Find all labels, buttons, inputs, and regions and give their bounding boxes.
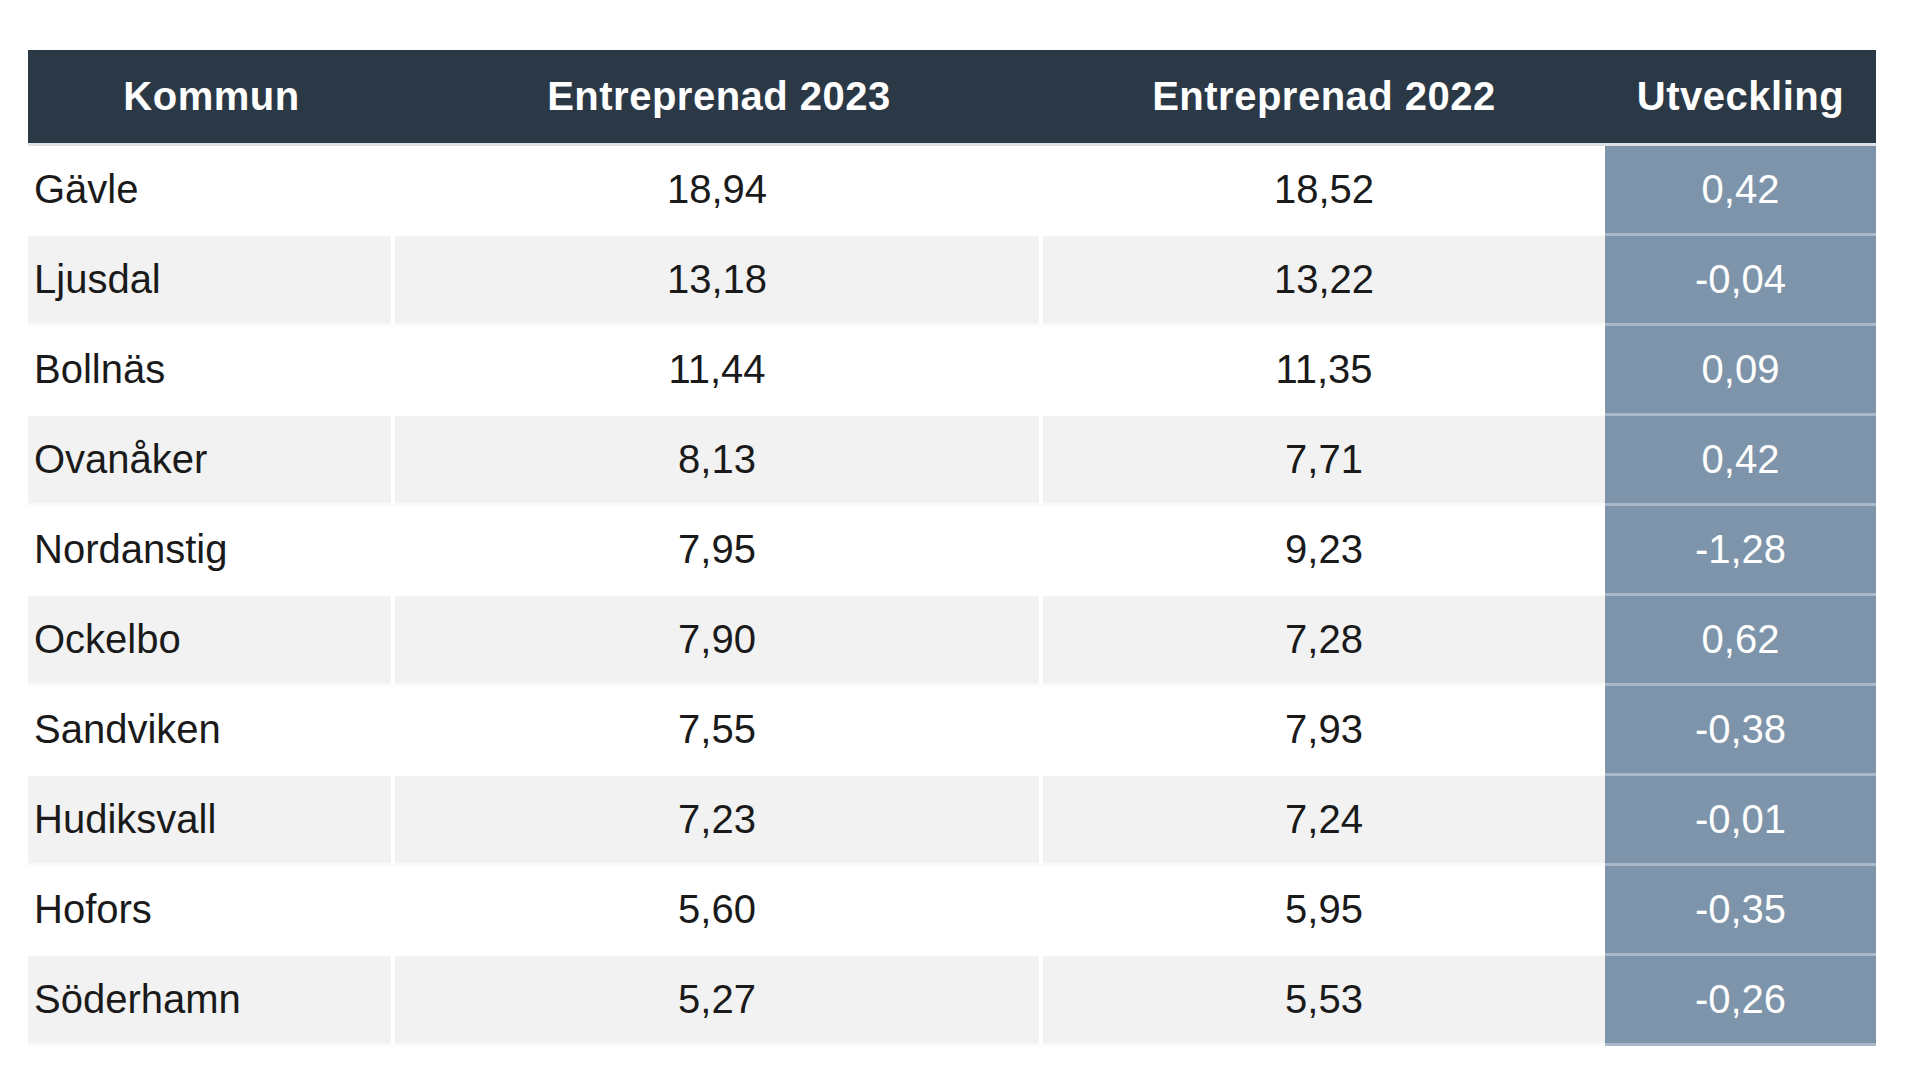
- entreprenad-2022-cell: 7,24: [1043, 776, 1605, 866]
- entreprenad-2022-cell: 18,52: [1043, 146, 1605, 236]
- kommun-cell: Hudiksvall: [28, 776, 395, 866]
- entreprenad-2022-cell: 9,23: [1043, 506, 1605, 596]
- table-row: Ljusdal 13,18 13,22 -0,04: [28, 236, 1876, 326]
- header-kommun: Kommun: [28, 50, 395, 146]
- utveckling-cell: 0,62: [1605, 596, 1876, 686]
- entreprenad-2023-cell: 18,94: [395, 146, 1043, 236]
- utveckling-cell: -0,35: [1605, 866, 1876, 956]
- entreprenad-2023-cell: 5,27: [395, 956, 1043, 1046]
- kommun-cell: Nordanstig: [28, 506, 395, 596]
- entreprenad-2022-cell: 5,95: [1043, 866, 1605, 956]
- table-row: Sandviken 7,55 7,93 -0,38: [28, 686, 1876, 776]
- table-row: Ovanåker 8,13 7,71 0,42: [28, 416, 1876, 506]
- kommun-cell: Bollnäs: [28, 326, 395, 416]
- entreprenad-2022-cell: 7,71: [1043, 416, 1605, 506]
- table-body: Gävle 18,94 18,52 0,42 Ljusdal 13,18 13,…: [28, 146, 1876, 1046]
- entreprenad-2023-cell: 8,13: [395, 416, 1043, 506]
- kommun-cell: Sandviken: [28, 686, 395, 776]
- kommun-table: Kommun Entreprenad 2023 Entreprenad 2022…: [28, 50, 1876, 1046]
- header-row: Kommun Entreprenad 2023 Entreprenad 2022…: [28, 50, 1876, 146]
- table-row: Bollnäs 11,44 11,35 0,09: [28, 326, 1876, 416]
- table-row: Gävle 18,94 18,52 0,42: [28, 146, 1876, 236]
- entreprenad-2023-cell: 11,44: [395, 326, 1043, 416]
- utveckling-cell: 0,42: [1605, 416, 1876, 506]
- table-row: Söderhamn 5,27 5,53 -0,26: [28, 956, 1876, 1046]
- utveckling-cell: -0,26: [1605, 956, 1876, 1046]
- entreprenad-2022-cell: 5,53: [1043, 956, 1605, 1046]
- utveckling-cell: 0,42: [1605, 146, 1876, 236]
- utveckling-cell: 0,09: [1605, 326, 1876, 416]
- entreprenad-2022-cell: 11,35: [1043, 326, 1605, 416]
- table-header: Kommun Entreprenad 2023 Entreprenad 2022…: [28, 50, 1876, 146]
- entreprenad-2022-cell: 13,22: [1043, 236, 1605, 326]
- entreprenad-2023-cell: 13,18: [395, 236, 1043, 326]
- utveckling-cell: -0,01: [1605, 776, 1876, 866]
- header-utveckling: Utveckling: [1605, 50, 1876, 146]
- entreprenad-2023-cell: 7,90: [395, 596, 1043, 686]
- header-entreprenad-2023: Entreprenad 2023: [395, 50, 1043, 146]
- entreprenad-2023-cell: 7,23: [395, 776, 1043, 866]
- kommun-cell: Ockelbo: [28, 596, 395, 686]
- kommun-cell: Ovanåker: [28, 416, 395, 506]
- table-row: Ockelbo 7,90 7,28 0,62: [28, 596, 1876, 686]
- kommun-cell: Söderhamn: [28, 956, 395, 1046]
- entreprenad-2022-cell: 7,28: [1043, 596, 1605, 686]
- utveckling-cell: -0,38: [1605, 686, 1876, 776]
- table-container: Kommun Entreprenad 2023 Entreprenad 2022…: [28, 50, 1876, 1046]
- utveckling-cell: -0,04: [1605, 236, 1876, 326]
- table-row: Hofors 5,60 5,95 -0,35: [28, 866, 1876, 956]
- kommun-cell: Gävle: [28, 146, 395, 236]
- table-row: Nordanstig 7,95 9,23 -1,28: [28, 506, 1876, 596]
- kommun-cell: Hofors: [28, 866, 395, 956]
- entreprenad-2023-cell: 7,55: [395, 686, 1043, 776]
- entreprenad-2023-cell: 7,95: [395, 506, 1043, 596]
- utveckling-cell: -1,28: [1605, 506, 1876, 596]
- entreprenad-2023-cell: 5,60: [395, 866, 1043, 956]
- kommun-cell: Ljusdal: [28, 236, 395, 326]
- entreprenad-2022-cell: 7,93: [1043, 686, 1605, 776]
- table-row: Hudiksvall 7,23 7,24 -0,01: [28, 776, 1876, 866]
- header-entreprenad-2022: Entreprenad 2022: [1043, 50, 1605, 146]
